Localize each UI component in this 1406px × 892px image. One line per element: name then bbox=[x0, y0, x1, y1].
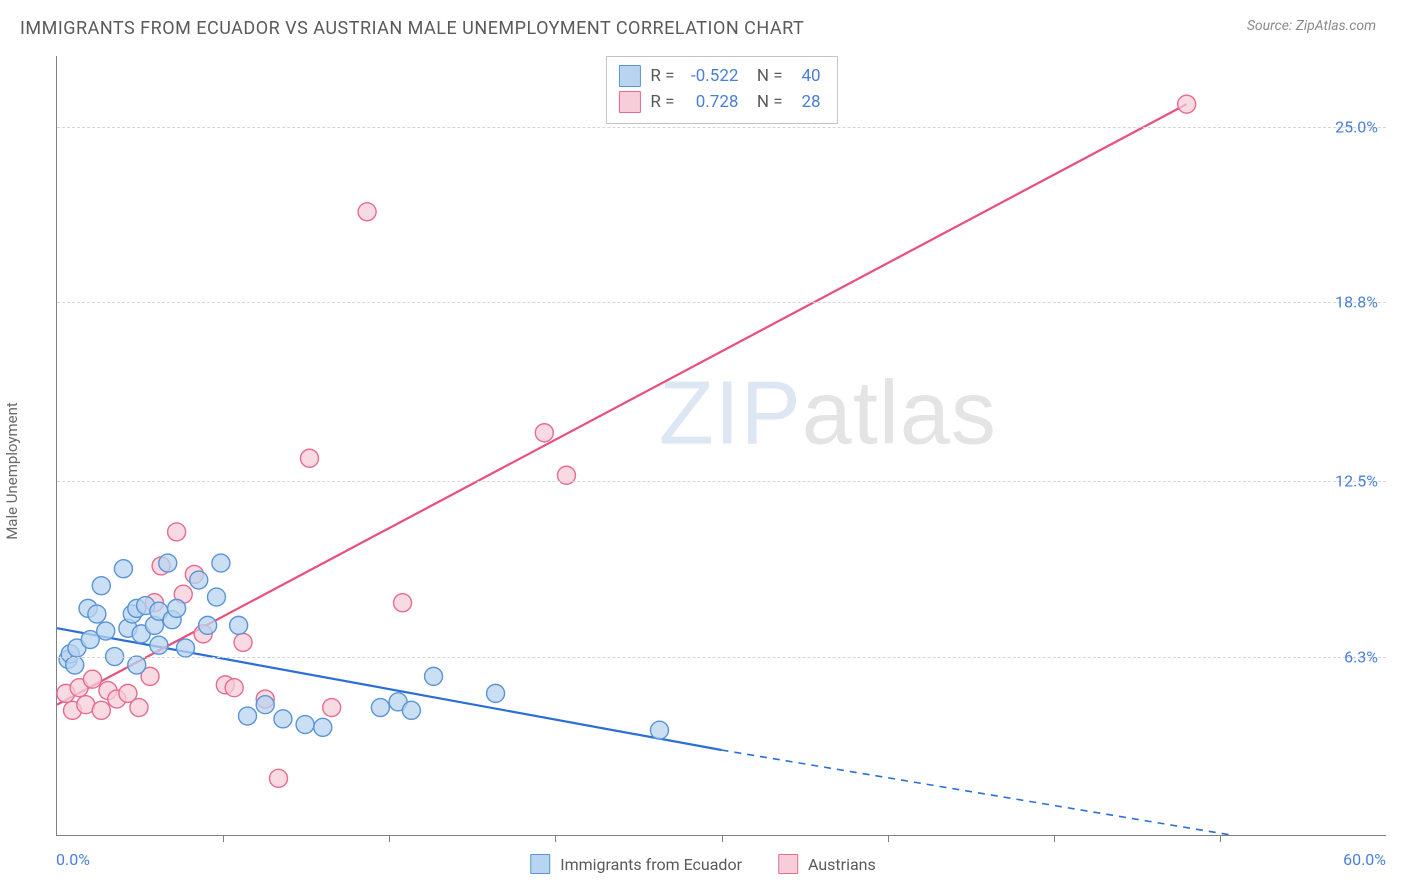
x-axis-min-label: 0.0% bbox=[56, 850, 90, 869]
chart-source: Source: ZipAtlas.com bbox=[1247, 18, 1376, 34]
legend-item-austrians: Austrians bbox=[778, 854, 876, 874]
y-tick-label: 18.8% bbox=[1335, 293, 1378, 312]
stats-legend-box: R = -0.522 N = 40 R = 0.728 N = 28 bbox=[605, 56, 837, 124]
y-tick-label: 25.0% bbox=[1335, 117, 1378, 136]
austrians-swatch-icon bbox=[618, 91, 640, 113]
austrians-N-value: 28 bbox=[793, 89, 821, 115]
ecuador-swatch-icon bbox=[530, 854, 550, 874]
chart-title: IMMIGRANTS FROM ECUADOR VS AUSTRIAN MALE… bbox=[20, 18, 804, 39]
x-axis-max-label: 60.0% bbox=[1343, 850, 1386, 869]
plot-svg bbox=[57, 56, 1386, 835]
y-tick-label: 6.3% bbox=[1344, 647, 1378, 666]
y-axis-label: Male Unemployment bbox=[3, 402, 21, 540]
plot-area: R = -0.522 N = 40 R = 0.728 N = 28 ZIPat… bbox=[56, 56, 1386, 836]
legend-item-ecuador: Immigrants from Ecuador bbox=[530, 854, 742, 874]
legend-label-ecuador: Immigrants from Ecuador bbox=[560, 855, 742, 874]
ecuador-R-value: -0.522 bbox=[684, 63, 738, 89]
ecuador-swatch-icon bbox=[618, 65, 640, 87]
stats-row-austrians: R = 0.728 N = 28 bbox=[618, 89, 820, 115]
stats-row-ecuador: R = -0.522 N = 40 bbox=[618, 63, 820, 89]
chart-container: Male Unemployment R = -0.522 N = 40 R = … bbox=[0, 50, 1406, 892]
bottom-legend: Immigrants from Ecuador Austrians bbox=[530, 854, 876, 874]
chart-header: IMMIGRANTS FROM ECUADOR VS AUSTRIAN MALE… bbox=[0, 0, 1406, 39]
austrians-R-value: 0.728 bbox=[684, 89, 738, 115]
austrians-swatch-icon bbox=[778, 854, 798, 874]
y-tick-label: 12.5% bbox=[1335, 471, 1378, 490]
legend-label-austrians: Austrians bbox=[808, 855, 876, 874]
ecuador-N-value: 40 bbox=[793, 63, 821, 89]
